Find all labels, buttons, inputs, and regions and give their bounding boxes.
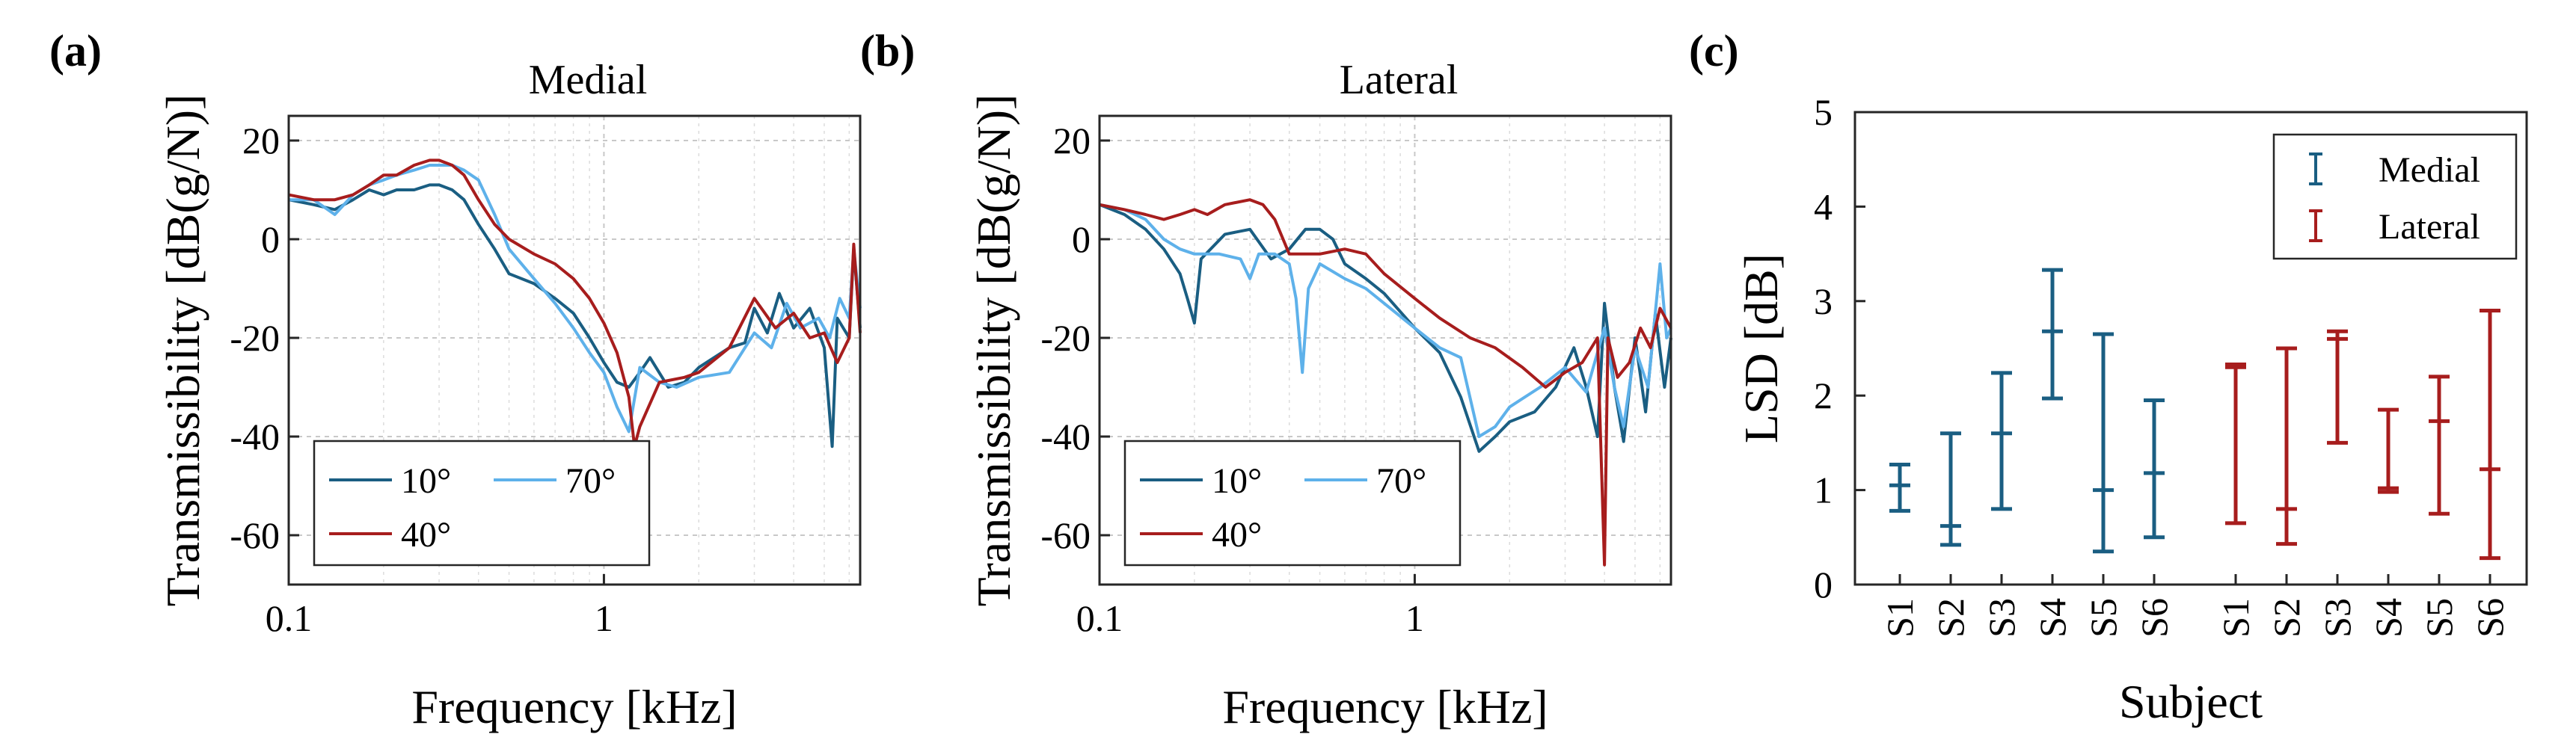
x-tick-label: S5 [2418, 598, 2460, 638]
legend-label: 70° [1376, 461, 1426, 501]
series-line-10deg [288, 183, 862, 449]
y-tick-label: -40 [1040, 416, 1091, 457]
y-tick-label: -20 [230, 317, 280, 359]
panel-a-label: (a) [49, 26, 102, 75]
legend-label: 10° [401, 461, 451, 501]
x-tick-label: 0.1 [1076, 597, 1123, 639]
x-tick-label: S2 [1930, 598, 1972, 638]
y-tick-label: 20 [242, 120, 280, 161]
y-tick-label: 5 [1814, 91, 1833, 133]
y-tick-label: 0 [1814, 564, 1833, 605]
legend-label: Medial [2379, 150, 2480, 190]
x-tick-label: 1 [1405, 597, 1424, 639]
x-tick-label: 1 [595, 597, 613, 639]
x-axis-label: Frequency [kHz] [411, 680, 737, 733]
x-tick-label: S4 [2367, 598, 2409, 638]
panel-c-label: (c) [1689, 26, 1739, 75]
legend-box [1123, 440, 1462, 567]
x-tick-label: S6 [2133, 598, 2175, 638]
x-axis-label: Subject [2119, 675, 2263, 728]
x-tick-label: 0.1 [266, 597, 313, 639]
legend-label: Lateral [2379, 207, 2480, 247]
series-line-40deg [288, 158, 862, 449]
x-tick-label: S2 [2266, 598, 2307, 638]
series-line-70deg [289, 164, 862, 434]
y-tick-label: 4 [1814, 185, 1833, 227]
x-tick-label: S6 [2469, 598, 2511, 638]
x-tick-label: S1 [2215, 598, 2257, 638]
legend-label: 10° [1212, 461, 1262, 501]
panel-a-title: Medial [529, 57, 648, 103]
y-axis-label: Transmissibility [dB(g/N)] [156, 94, 209, 607]
panel-b-label: (b) [860, 26, 915, 75]
panel-b-title: Lateral [1340, 57, 1459, 103]
legend-label: 40° [1212, 515, 1262, 555]
plot-frame [287, 114, 862, 586]
series-line-10deg [1099, 203, 1672, 453]
series-line-70deg [1099, 203, 1672, 438]
x-tick-label: S1 [1879, 598, 1921, 638]
y-axis-label: Transmissibility [dB(g/N)] [967, 94, 1020, 607]
plot-frame [1098, 114, 1672, 586]
x-tick-label: S4 [2031, 598, 2073, 638]
x-tick-label: S5 [2082, 598, 2124, 638]
x-axis-label: Frequency [kHz] [1222, 680, 1548, 733]
y-tick-label: -20 [1040, 317, 1091, 359]
y-tick-label: 20 [1053, 120, 1091, 161]
y-tick-label: 1 [1814, 469, 1833, 511]
y-tick-label: 3 [1814, 280, 1833, 322]
y-axis-label: LSD [dB] [1735, 253, 1788, 443]
x-tick-label: S3 [2316, 598, 2358, 638]
y-tick-label: 0 [1072, 218, 1091, 260]
y-tick-label: -60 [230, 514, 280, 556]
legend-label: 40° [401, 515, 451, 555]
y-tick-label: 2 [1814, 375, 1833, 416]
series-line-40deg [1099, 198, 1672, 567]
y-tick-label: -60 [1040, 514, 1091, 556]
x-tick-label: S3 [1981, 598, 2023, 638]
chart-a: 0.1 1 20 0 -20 -40 -60 Frequency [kHz] Transmiss… [156, 94, 862, 733]
legend-box [313, 440, 651, 567]
chart-b: 0.1 1 20 0 -20 -40 -60 Frequency [kHz] Transmiss… [967, 94, 1672, 733]
legend-label: 70° [565, 461, 616, 501]
y-tick-label: 0 [261, 218, 280, 260]
plot-frame [1853, 111, 2528, 586]
y-tick-label: -40 [230, 416, 280, 457]
